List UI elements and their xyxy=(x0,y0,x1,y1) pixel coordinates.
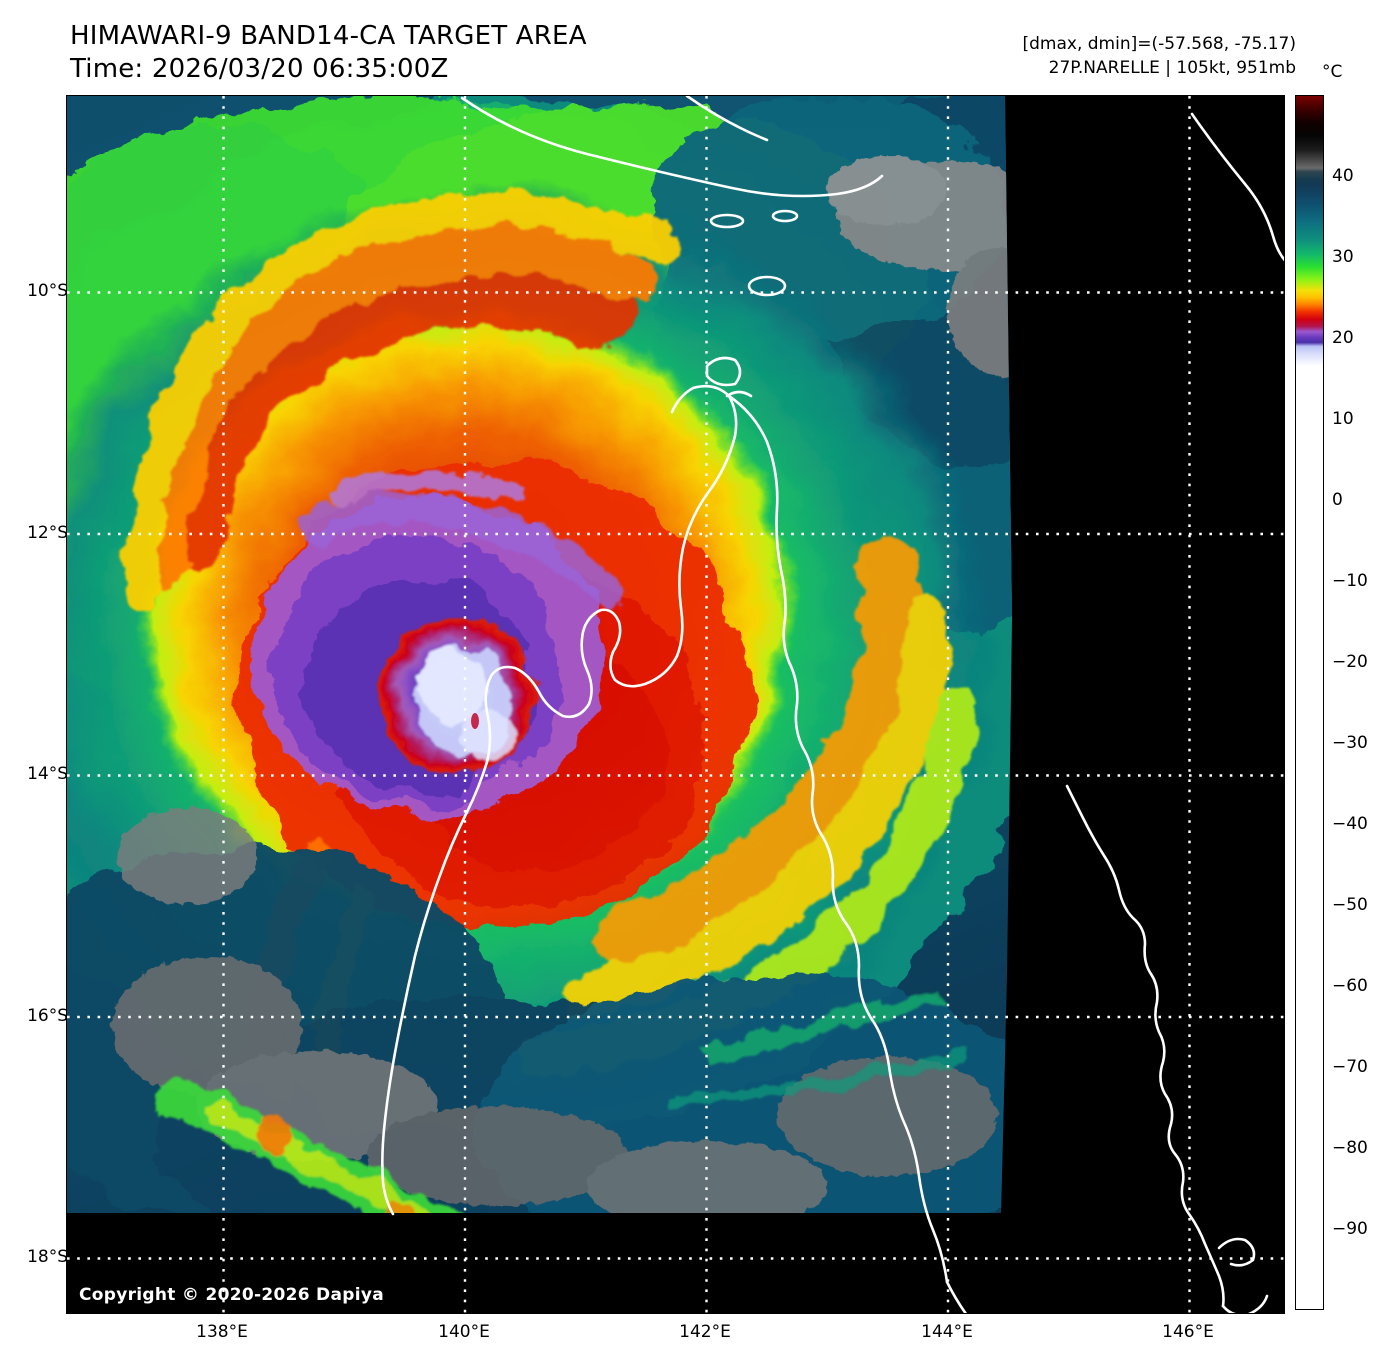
satellite-image-plot: Copyright © 2020-2026 Dapiya xyxy=(66,95,1285,1314)
x-tick-label: 146°E xyxy=(1162,1322,1214,1342)
colorbar-tick-label: −20 xyxy=(1332,652,1368,672)
y-tick-label: 18°S xyxy=(27,1247,68,1267)
title-primary: HIMAWARI-9 BAND14-CA TARGET AREA xyxy=(70,21,587,51)
y-tick-label: 16°S xyxy=(27,1006,68,1026)
colorbar-tick-label: 20 xyxy=(1332,328,1354,348)
colorbar-tick-label: 40 xyxy=(1332,166,1354,186)
colorbar-tick-label: 0 xyxy=(1332,490,1343,510)
storm-label: 27P.NARELLE | 105kt, 951mb xyxy=(1048,58,1296,78)
colorbar-unit-label: °C xyxy=(1322,62,1343,82)
x-tick-label: 138°E xyxy=(196,1322,248,1342)
coastline-overlay xyxy=(381,96,1284,1313)
x-tick-label: 140°E xyxy=(438,1322,490,1342)
y-tick-label: 14°S xyxy=(27,764,68,784)
colorbar xyxy=(1295,95,1324,1310)
swath-raster xyxy=(67,96,1012,1213)
dminmax-label: [dmax, dmin]=(-57.568, -75.17) xyxy=(1022,34,1297,54)
page-title: HIMAWARI-9 BAND14-CA TARGET AREA Time: 2… xyxy=(70,20,587,86)
colorbar-tick-label: 10 xyxy=(1332,409,1354,429)
colorbar-tick-label: −50 xyxy=(1332,895,1368,915)
colorbar-gradient xyxy=(1296,96,1323,366)
metadata-block: [dmax, dmin]=(-57.568, -75.17) 27P.NAREL… xyxy=(1023,32,1297,80)
ir-satellite-raster xyxy=(67,96,1284,1313)
title-time: Time: 2026/03/20 06:35:00Z xyxy=(70,54,449,84)
colorbar-tick-label: −30 xyxy=(1332,733,1368,753)
y-tick-label: 12°S xyxy=(27,523,68,543)
copyright-notice: Copyright © 2020-2026 Dapiya xyxy=(79,1285,384,1305)
colorbar-tick-label: −10 xyxy=(1332,571,1368,591)
colorbar-tick-label: −40 xyxy=(1332,814,1368,834)
colorbar-tick-label: −70 xyxy=(1332,1057,1368,1077)
y-tick-label: 10°S xyxy=(27,281,68,301)
colorbar-tick-label: −60 xyxy=(1332,976,1368,996)
x-tick-label: 144°E xyxy=(921,1322,973,1342)
colorbar-tick-label: 30 xyxy=(1332,247,1354,267)
colorbar-tick-label: −90 xyxy=(1332,1219,1368,1239)
x-tick-label: 142°E xyxy=(679,1322,731,1342)
colorbar-tick-label: −80 xyxy=(1332,1138,1368,1158)
